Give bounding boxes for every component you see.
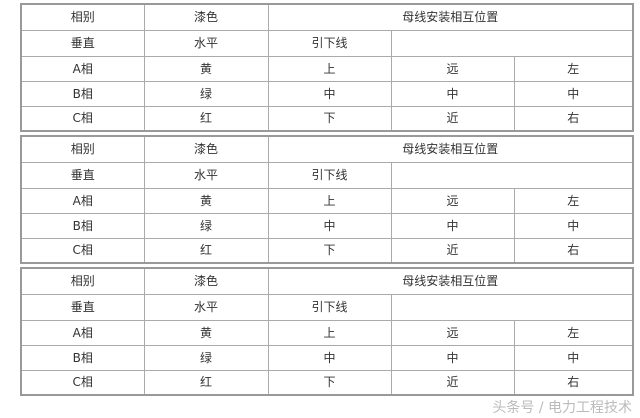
table-cell: 近: [390, 237, 515, 264]
table-cell: B相: [20, 344, 145, 371]
subheader-horizontal: 水平: [143, 161, 269, 189]
table-row: A相黄上远左: [20, 319, 634, 346]
subheader-vertical: 垂直: [20, 29, 145, 57]
subheader-downlead: 引下线: [267, 293, 392, 321]
table-cell: 中: [390, 212, 515, 239]
subheader-vertical: 垂直: [20, 293, 145, 321]
table-row: B相绿中中中: [20, 80, 634, 107]
table-cell: 下: [267, 105, 392, 132]
table-cell: 上: [267, 55, 392, 82]
table-cell: 左: [513, 55, 634, 82]
subheader-downlead: 引下线: [267, 161, 392, 189]
header-phase: 相别: [20, 3, 145, 31]
header-row: 相别 漆色 母线安装相互位置: [20, 267, 634, 295]
table-cell: 右: [513, 105, 634, 132]
table-row: C相红下近右: [20, 369, 634, 396]
table-cell: A相: [20, 187, 145, 214]
table-cell: 近: [390, 105, 515, 132]
table-cell: B相: [20, 80, 145, 107]
table-cell: C相: [20, 105, 145, 132]
header-paint: 漆色: [143, 135, 269, 163]
table-cell: 绿: [143, 212, 269, 239]
table-cell: 远: [390, 319, 515, 346]
subheader-horizontal: 水平: [143, 293, 269, 321]
table-cell: C相: [20, 237, 145, 264]
table-cell: 下: [267, 369, 392, 396]
table-cell: 右: [513, 369, 634, 396]
table-cell: 红: [143, 237, 269, 264]
table-row: B相绿中中中: [20, 344, 634, 371]
table-row: B相绿中中中: [20, 212, 634, 239]
subheader-vertical: 垂直: [20, 161, 145, 189]
table-cell: 近: [390, 369, 515, 396]
table-cell: 远: [390, 55, 515, 82]
table-cell: 绿: [143, 344, 269, 371]
table-cell: 红: [143, 105, 269, 132]
header-row: 相别 漆色 母线安装相互位置: [20, 3, 634, 31]
header-position: 母线安装相互位置: [267, 267, 634, 295]
table-cell: A相: [20, 55, 145, 82]
table-cell: 下: [267, 237, 392, 264]
header-position: 母线安装相互位置: [267, 3, 634, 31]
subheader-downlead: 引下线: [267, 29, 392, 57]
table-row: A相黄上远左: [20, 55, 634, 82]
table-cell: 远: [390, 187, 515, 214]
phase-color-table: 相别 漆色 母线安装相互位置 垂直 水平 引下线 A相黄上远左 B相绿中中中 C相红…: [20, 135, 635, 264]
subheader-row: 垂直 水平 引下线: [20, 293, 634, 321]
table-cell: 黄: [143, 55, 269, 82]
table-cell: C相: [20, 369, 145, 396]
blank-cell: [390, 161, 634, 188]
header-phase: 相别: [20, 267, 145, 295]
table-cell: 红: [143, 369, 269, 396]
watermark: 头条号 / 电力工程技术: [492, 400, 632, 416]
table-cell: 右: [513, 237, 634, 264]
table-cell: 中: [267, 80, 392, 107]
table-row: C相红下近右: [20, 105, 634, 132]
header-phase: 相别: [20, 135, 145, 163]
blank-cell: [390, 29, 634, 56]
table-cell: 中: [390, 344, 515, 371]
table-cell: 中: [390, 80, 515, 107]
subheader-horizontal: 水平: [143, 29, 269, 57]
table-cell: 绿: [143, 80, 269, 107]
subheader-row: 垂直 水平 引下线: [20, 29, 634, 57]
table-cell: 中: [267, 212, 392, 239]
table-cell: B相: [20, 212, 145, 239]
header-row: 相别 漆色 母线安装相互位置: [20, 135, 634, 163]
header-position: 母线安装相互位置: [267, 135, 634, 163]
phase-color-table: 相别 漆色 母线安装相互位置 垂直 水平 引下线 A相黄上远左 B相绿中中中 C相红…: [20, 3, 635, 132]
table-cell: 中: [513, 80, 634, 107]
table-cell: 黄: [143, 187, 269, 214]
table-cell: 中: [267, 344, 392, 371]
subheader-row: 垂直 水平 引下线: [20, 161, 634, 189]
table-cell: 上: [267, 187, 392, 214]
blank-cell: [390, 293, 634, 320]
header-paint: 漆色: [143, 267, 269, 295]
phase-color-table: 相别 漆色 母线安装相互位置 垂直 水平 引下线 A相黄上远左 B相绿中中中 C相红…: [20, 267, 635, 396]
table-cell: 左: [513, 319, 634, 346]
table-cell: A相: [20, 319, 145, 346]
table-cell: 上: [267, 319, 392, 346]
table-cell: 中: [513, 212, 634, 239]
header-paint: 漆色: [143, 3, 269, 31]
table-row: A相黄上远左: [20, 187, 634, 214]
table-row: C相红下近右: [20, 237, 634, 264]
table-cell: 黄: [143, 319, 269, 346]
table-cell: 左: [513, 187, 634, 214]
table-cell: 中: [513, 344, 634, 371]
